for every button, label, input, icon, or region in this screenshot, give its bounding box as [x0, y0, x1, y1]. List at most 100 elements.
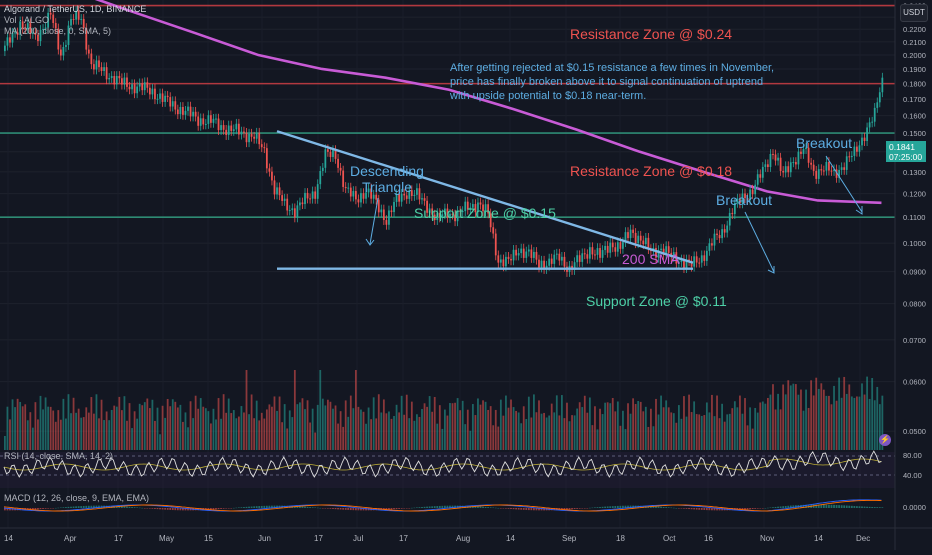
- candle-body: [471, 204, 474, 208]
- price-tick-label: 0.0500: [903, 427, 926, 436]
- macd-histogram-bar: [207, 508, 210, 510]
- volume-bar: [433, 396, 436, 450]
- candle-body: [67, 25, 70, 45]
- macd-histogram-bar: [176, 508, 179, 511]
- candle-body: [606, 245, 609, 253]
- volume-bar: [599, 408, 601, 450]
- volume-bars: [4, 370, 884, 450]
- volume-bar: [423, 403, 426, 450]
- macd-histogram-bar: [604, 506, 607, 508]
- candle-body: [431, 208, 434, 215]
- volume-bar: [642, 411, 645, 450]
- volume-bar: [131, 428, 133, 450]
- candle-body: [718, 235, 721, 239]
- volume-bar: [477, 398, 479, 450]
- candle-body: [100, 67, 103, 72]
- volume-bar: [21, 406, 24, 450]
- volume-bar: [812, 395, 815, 450]
- volume-bar: [548, 415, 551, 450]
- candle-body: [477, 202, 479, 213]
- candle-body: [4, 45, 6, 52]
- volume-bar: [792, 383, 795, 450]
- candle-body: [352, 191, 355, 197]
- volume-bar: [650, 408, 652, 450]
- candle-body: [316, 184, 319, 199]
- candle-body: [253, 136, 256, 139]
- macd-histogram-bar: [538, 508, 540, 511]
- candle-body: [260, 144, 263, 148]
- volume-bar: [680, 418, 683, 450]
- time-tick-label: 15: [204, 534, 213, 543]
- macd-histogram-bar: [711, 508, 713, 511]
- volume-bar: [255, 400, 258, 450]
- macd-histogram-bar: [29, 508, 32, 510]
- volume-bar: [624, 429, 627, 450]
- volume-bar: [611, 397, 614, 450]
- volume-bar: [787, 380, 790, 450]
- candle-body: [510, 258, 512, 261]
- candle-body: [72, 18, 75, 20]
- volume-bar: [362, 411, 365, 450]
- candle-body: [698, 262, 701, 264]
- candle-body: [543, 260, 545, 269]
- macd-histogram-bar: [527, 508, 530, 511]
- candle-body: [665, 246, 668, 255]
- candle-body: [187, 106, 189, 111]
- candle-body: [805, 147, 807, 150]
- volume-bar: [723, 421, 726, 450]
- currency-button[interactable]: USDT: [900, 4, 928, 22]
- volume-bar: [601, 414, 604, 450]
- volume-bar: [576, 408, 579, 450]
- candle-body: [441, 214, 444, 218]
- macd-histogram-bar: [67, 506, 70, 508]
- candle-body: [586, 254, 589, 259]
- candle-body: [393, 201, 395, 213]
- volume-bar: [243, 412, 245, 450]
- volume-bar: [291, 417, 294, 450]
- candle-body: [866, 127, 868, 142]
- volume-bar: [657, 414, 660, 450]
- rsi-tick-label: 40.00: [903, 471, 922, 480]
- candle-body: [49, 12, 52, 15]
- macd-histogram-bar: [611, 506, 614, 508]
- volume-bar: [606, 402, 609, 450]
- candle-body: [93, 64, 95, 70]
- volume-bar: [367, 407, 370, 450]
- macd-histogram-bar: [126, 506, 128, 508]
- triangle-label-line2: Triangle: [362, 179, 412, 195]
- macd-histogram-bar: [253, 506, 256, 508]
- macd-histogram-bar: [159, 508, 161, 510]
- macd-histogram-bar: [428, 506, 431, 508]
- volume-bar: [499, 399, 502, 450]
- macd-histogram-bar: [304, 506, 306, 508]
- candle-body: [662, 248, 665, 255]
- macd-histogram-bar: [385, 508, 388, 510]
- volume-bar: [105, 411, 108, 450]
- lightning-icon[interactable]: ⚡: [879, 434, 891, 446]
- macd-histogram-bar: [82, 505, 85, 508]
- candle-body: [240, 131, 243, 135]
- volume-bar: [47, 406, 50, 450]
- macd-histogram-bar: [619, 505, 622, 508]
- volume-bar: [820, 383, 823, 450]
- resistance-018-label: Resistance Zone @ $0.18: [570, 163, 732, 179]
- macd-histogram-bar: [588, 507, 591, 509]
- candle-body: [52, 14, 55, 24]
- time-tick-label: 14: [4, 534, 13, 543]
- macd-histogram-bar: [833, 504, 835, 508]
- macd-histogram-bar: [375, 508, 378, 511]
- candle-body: [189, 106, 192, 117]
- candle-body: [212, 118, 215, 123]
- macd-histogram-bar: [716, 508, 718, 511]
- candle-body: [436, 213, 439, 221]
- macd-histogram-bar: [65, 507, 67, 508]
- candle-body: [637, 235, 640, 244]
- candle-body: [42, 28, 44, 30]
- candle-body: [44, 27, 47, 29]
- candle-body: [237, 123, 240, 135]
- macd-histogram-bar: [151, 508, 154, 509]
- candle-body: [128, 86, 131, 90]
- candle-body: [54, 23, 57, 29]
